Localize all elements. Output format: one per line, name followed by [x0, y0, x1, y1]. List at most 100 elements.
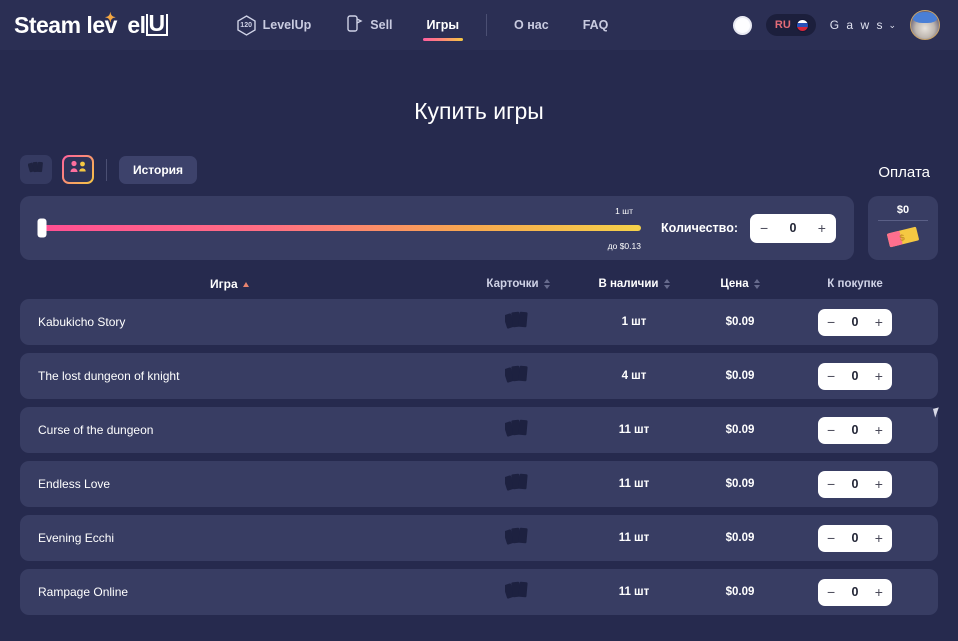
- cell-buy: − 0 +: [790, 578, 920, 606]
- row-decrement-button[interactable]: −: [827, 368, 836, 384]
- cards-fan-icon: [503, 309, 531, 336]
- cell-price: $0.09: [690, 478, 790, 490]
- cell-cards: [458, 309, 578, 336]
- chevron-down-icon: ⌄: [888, 19, 896, 30]
- game-name-label: The lost dungeon of knight: [38, 369, 180, 383]
- nav-item-sell[interactable]: Sell: [328, 0, 409, 50]
- tab-cards[interactable]: [20, 155, 52, 184]
- row-quantity-value[interactable]: 0: [851, 369, 859, 383]
- payment-button[interactable]: $0 $: [868, 196, 938, 260]
- quantity-decrement-button[interactable]: −: [760, 220, 769, 236]
- stock-label: 11 шт: [618, 424, 650, 436]
- game-name-label: Curse of the dungeon: [38, 423, 154, 437]
- tab-games[interactable]: [62, 155, 94, 184]
- bulk-quantity-panel: 1 шт до $0.13 Количество: − 0 +: [20, 196, 854, 260]
- quantity-slider[interactable]: 1 шт до $0.13: [37, 206, 641, 251]
- nav-item-faq[interactable]: FAQ: [566, 0, 626, 50]
- sort-toggle-icon[interactable]: [543, 279, 550, 289]
- cards-fan-icon: [503, 471, 531, 498]
- cards-fan-icon: [503, 579, 531, 606]
- row-increment-button[interactable]: +: [874, 530, 883, 546]
- slider-max-count-label: 1 шт: [615, 206, 633, 216]
- cell-stock: 11 шт: [578, 532, 690, 544]
- cell-price: $0.09: [690, 316, 790, 328]
- column-header-label: Карточки: [486, 278, 539, 290]
- row-quantity-stepper[interactable]: − 0 +: [818, 362, 892, 390]
- table-row[interactable]: Evening Ecchi 11 шт $0.09 − 0 +: [20, 515, 938, 561]
- sort-toggle-icon[interactable]: [663, 279, 670, 289]
- language-selector[interactable]: RU: [765, 14, 816, 36]
- column-header-stock[interactable]: В наличии: [578, 278, 690, 290]
- tab-history[interactable]: История: [119, 155, 198, 184]
- row-quantity-value[interactable]: 0: [851, 585, 859, 599]
- row-decrement-button[interactable]: −: [827, 476, 836, 492]
- cards-fan-icon: [503, 363, 531, 390]
- language-code: RU: [774, 19, 791, 31]
- nav-item-games[interactable]: Игры: [410, 0, 477, 50]
- row-decrement-button[interactable]: −: [827, 422, 836, 438]
- row-increment-button[interactable]: +: [874, 314, 883, 330]
- nav-links: 120 LevelUp Sell Игры О нас FAQ: [220, 0, 626, 50]
- quantity-stepper[interactable]: − 0 +: [750, 213, 836, 243]
- column-header-label: В наличии: [598, 278, 659, 290]
- cell-game-name: Rampage Online: [38, 585, 458, 599]
- cell-price: $0.09: [690, 586, 790, 598]
- table-row[interactable]: The lost dungeon of knight 4 шт $0.09 − …: [20, 353, 938, 399]
- sort-toggle-icon[interactable]: [753, 279, 760, 289]
- quantity-label: Количество:: [660, 221, 738, 235]
- slider-track[interactable]: [42, 225, 641, 231]
- cell-cards: [458, 417, 578, 444]
- nav-item-levelup[interactable]: 120 LevelUp: [220, 0, 329, 50]
- row-quantity-stepper[interactable]: − 0 +: [818, 470, 892, 498]
- quantity-increment-button[interactable]: +: [817, 220, 826, 236]
- user-menu[interactable]: G a w s ⌄: [830, 18, 896, 32]
- cards-fan-icon: [27, 160, 44, 179]
- sort-ascending-icon[interactable]: [242, 281, 249, 287]
- mouse-cursor: [933, 407, 941, 418]
- row-decrement-button[interactable]: −: [827, 314, 836, 330]
- quantity-value[interactable]: 0: [789, 221, 797, 235]
- cell-buy: − 0 +: [790, 416, 920, 444]
- row-quantity-value[interactable]: 0: [851, 531, 859, 545]
- row-decrement-button[interactable]: −: [827, 584, 836, 600]
- table-row[interactable]: Rampage Online 11 шт $0.09 − 0 +: [20, 569, 938, 615]
- row-increment-button[interactable]: +: [874, 584, 883, 600]
- cell-cards: [458, 525, 578, 552]
- cards-fan-icon: [503, 525, 531, 552]
- row-quantity-stepper[interactable]: − 0 +: [818, 416, 892, 444]
- column-header-cards[interactable]: Карточки: [458, 278, 578, 290]
- nav-item-about[interactable]: О нас: [497, 0, 566, 50]
- cell-buy: − 0 +: [790, 308, 920, 336]
- levelup-badge-count: 120: [240, 21, 252, 29]
- table-row[interactable]: Endless Love 11 шт $0.09 − 0 +: [20, 461, 938, 507]
- site-logo[interactable]: Ste am le v ✦ el U: [14, 10, 168, 39]
- svg-text:$: $: [899, 232, 906, 243]
- row-quantity-value[interactable]: 0: [851, 477, 859, 491]
- row-quantity-stepper[interactable]: − 0 +: [818, 578, 892, 606]
- table-row[interactable]: Curse of the dungeon 11 шт $0.09 − 0 +: [20, 407, 938, 453]
- column-header-game[interactable]: Игра: [38, 277, 458, 291]
- row-quantity-value[interactable]: 0: [851, 423, 859, 437]
- theme-circle-icon[interactable]: [732, 15, 752, 35]
- logo-v: v: [104, 11, 118, 38]
- row-decrement-button[interactable]: −: [827, 530, 836, 546]
- row-quantity-stepper[interactable]: − 0 +: [818, 524, 892, 552]
- table-header: Игра Карточки В наличии Цена К покупке: [20, 277, 938, 291]
- slider-thumb[interactable]: [37, 218, 47, 238]
- tabs-divider: [106, 158, 107, 181]
- column-header-price[interactable]: Цена: [690, 278, 790, 290]
- table-row[interactable]: Kabukicho Story 1 шт $0.09 − 0 +: [20, 299, 938, 345]
- row-quantity-stepper[interactable]: − 0 +: [818, 308, 892, 336]
- cell-cards: [458, 471, 578, 498]
- stock-label: 11 шт: [618, 586, 650, 598]
- row-increment-button[interactable]: +: [874, 368, 883, 384]
- payment-divider: [878, 219, 928, 221]
- row-increment-button[interactable]: +: [874, 476, 883, 492]
- game-name-label: Kabukicho Story: [38, 315, 126, 329]
- price-label: $0.09: [725, 478, 755, 490]
- avatar[interactable]: [910, 10, 940, 40]
- payment-section-label: Оплата: [878, 164, 930, 181]
- row-increment-button[interactable]: +: [874, 422, 883, 438]
- cell-stock: 4 шт: [578, 370, 690, 382]
- row-quantity-value[interactable]: 0: [851, 315, 859, 329]
